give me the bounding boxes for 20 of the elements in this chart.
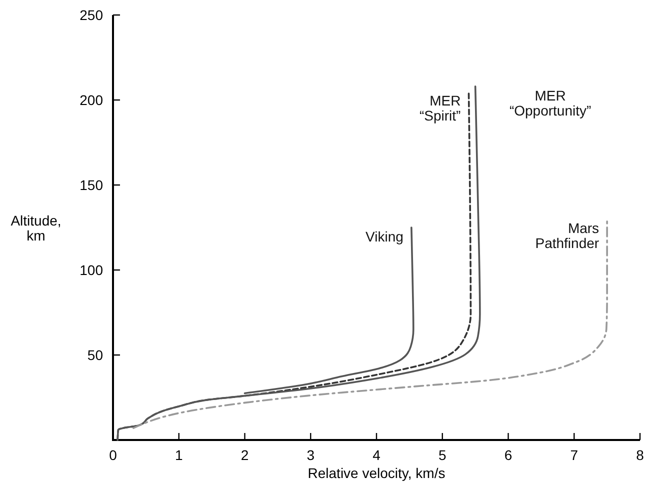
- x-axis-title: Relative velocity, km/s: [308, 465, 446, 481]
- y-tick-label: 200: [80, 92, 104, 108]
- y-tick-label: 100: [80, 262, 104, 278]
- x-tick-label: 4: [372, 447, 381, 463]
- y-tick-label: 250: [80, 7, 104, 23]
- series-label: Mars Pathfinder: [535, 220, 600, 251]
- text: MER “Opportunity”: [509, 87, 592, 118]
- y-axis-title: Altitude, km: [10, 212, 62, 244]
- x-tick-label: 2: [240, 447, 249, 463]
- x-tick-label: 0: [109, 447, 118, 463]
- y-tick-label: 50: [87, 347, 104, 363]
- y-tick-label: 150: [80, 177, 104, 193]
- x-tick-label: 1: [174, 447, 183, 463]
- x-tick-label: 7: [570, 447, 578, 463]
- series-label: MER “Spirit”: [419, 92, 462, 124]
- x-tick-label: 5: [438, 447, 446, 463]
- x-tick-label: 6: [504, 447, 512, 463]
- x-tick-label: 3: [306, 447, 315, 463]
- series-label: Viking: [366, 228, 404, 244]
- x-tick-label: 8: [636, 447, 644, 463]
